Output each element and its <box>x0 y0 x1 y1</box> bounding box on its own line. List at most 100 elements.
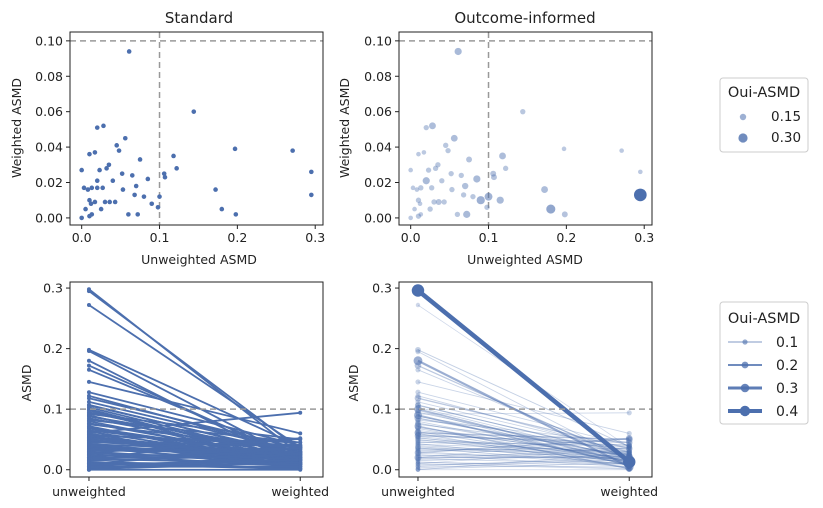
weighted-point <box>298 467 303 472</box>
pair-line <box>417 429 630 456</box>
pair-line <box>416 288 631 464</box>
unweighted-point <box>86 390 91 395</box>
weighted-point <box>626 450 632 456</box>
scatter-point <box>88 201 94 207</box>
x-tick-label: 0.0 <box>72 230 92 245</box>
unweighted-point <box>86 349 91 354</box>
y-tick-label: 0.2 <box>372 341 392 356</box>
unweighted-point <box>415 439 421 446</box>
unweighted-point <box>415 433 421 439</box>
outcome-informed-line-plot-area: unweighted weighted 0.0 0.1 0.2 0.3 <box>372 281 658 499</box>
scatter-point <box>81 185 87 191</box>
weighted-point <box>627 445 632 450</box>
unweighted-point <box>415 450 421 456</box>
pair-line <box>417 431 630 465</box>
scatter-point <box>290 148 295 153</box>
unweighted-point <box>415 463 421 469</box>
pair-line <box>417 397 630 450</box>
standard-scatter-panel: Standard 0.0 0.1 0.2 0.30.000.020.040.060.0… <box>9 9 325 267</box>
scatter-point <box>79 215 84 221</box>
scatter-point <box>132 192 137 198</box>
y-tick-label: 0.00 <box>364 210 392 225</box>
pair-line <box>417 395 630 454</box>
legend-bottom-entry-1: 0.1 <box>728 335 798 351</box>
unweighted-point <box>415 457 421 462</box>
weighted-point <box>626 430 632 436</box>
pair-line <box>417 438 630 459</box>
scatter-point <box>171 153 176 159</box>
x-tick-label: 0.0 <box>401 230 421 245</box>
legend-top: Oui-ASMD 0.15 0.30 <box>719 77 809 153</box>
scatter-point <box>418 185 424 191</box>
unweighted-point <box>415 409 421 416</box>
weighted-point <box>626 448 632 455</box>
weighted-point <box>627 445 632 450</box>
weighted-point <box>625 435 633 443</box>
pair-line <box>417 448 630 452</box>
weighted-point <box>626 442 633 449</box>
unweighted-point <box>86 379 91 384</box>
unweighted-point <box>86 367 91 372</box>
weighted-point <box>298 436 303 441</box>
scatter-point <box>119 171 125 176</box>
standard-title: Standard <box>165 9 233 27</box>
unweighted-point <box>86 396 91 401</box>
scatter-point <box>145 176 151 182</box>
scatter-point <box>561 146 567 152</box>
scatter-point <box>412 206 417 212</box>
pair-line <box>417 440 630 448</box>
standard-xlabel: Unweighted ASMD <box>141 252 257 267</box>
scatter-point <box>83 206 88 212</box>
scatter-point <box>415 213 422 219</box>
weighted-point <box>626 442 632 449</box>
pair-line <box>417 408 630 464</box>
scatter-point <box>441 199 447 205</box>
scatter-point <box>174 166 179 171</box>
x-tick-label: weighted <box>271 484 329 499</box>
unweighted-point <box>415 431 421 438</box>
weighted-point <box>626 444 632 450</box>
scatter-point <box>454 211 461 218</box>
weighted-point <box>626 448 632 455</box>
weighted-point <box>626 445 632 452</box>
scatter-point <box>435 162 441 168</box>
pair-line <box>417 434 630 447</box>
y-tick-label: 0.04 <box>364 140 392 155</box>
weighted-point <box>626 446 633 453</box>
unweighted-point <box>415 466 421 472</box>
unweighted-point <box>414 449 422 457</box>
legend-bottom-marker-4 <box>739 405 751 417</box>
legend-bottom-entry-4: 0.4 <box>728 404 798 420</box>
standard-line-panel: unweighted weighted 0.0 0.1 0.2 0.3 ASMD <box>19 281 329 499</box>
weighted-point <box>626 436 632 442</box>
pair-line <box>417 414 630 466</box>
legend-top-marker-1 <box>739 113 747 121</box>
scatter-point <box>484 204 490 210</box>
pair-line <box>88 391 301 447</box>
pair-line <box>417 461 630 469</box>
scatter-point <box>454 47 462 56</box>
y-tick-label: 0.02 <box>35 175 63 190</box>
scatter-point <box>470 193 476 200</box>
y-tick-label: 0.06 <box>364 104 392 119</box>
x-tick-label: 0.2 <box>556 230 576 245</box>
scatter-point <box>309 192 314 198</box>
outcome-informed-ylabel: Weighted ASMD <box>337 78 352 178</box>
pair-line <box>417 437 630 454</box>
pair-line <box>417 454 630 468</box>
scatter-point <box>102 199 108 205</box>
weighted-point <box>626 450 632 456</box>
unweighted-point <box>415 430 421 436</box>
pair-line <box>417 351 630 462</box>
scatter-point <box>417 201 423 207</box>
y-tick-label: 0.08 <box>35 69 63 84</box>
pair-line <box>417 401 630 452</box>
scatter-point <box>135 212 141 217</box>
legend-top-marker-2 <box>738 133 748 143</box>
outcome-informed-title: Outcome-informed <box>454 9 595 27</box>
pair-line <box>88 304 301 449</box>
pair-line <box>417 459 630 466</box>
scatter-point <box>415 197 422 203</box>
scatter-point <box>101 123 106 129</box>
